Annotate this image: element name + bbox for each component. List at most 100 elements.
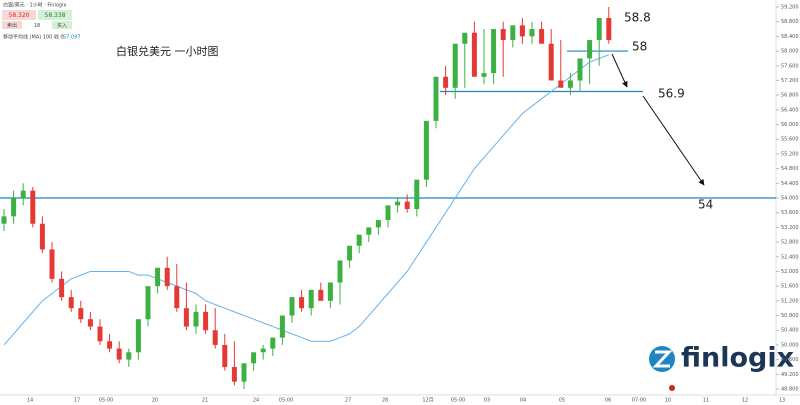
candle-body [356, 234, 362, 246]
candle-body [471, 32, 477, 77]
x-tick-label: 14 [27, 398, 33, 404]
candle-body [299, 297, 305, 309]
buy-button[interactable] [52, 21, 72, 29]
candle-body [491, 29, 497, 74]
candle-body [59, 278, 65, 298]
candle-body [107, 341, 113, 349]
candle-body [87, 319, 93, 327]
x-tick-label: 21 [202, 398, 208, 404]
x-tick-label: 05 [559, 398, 565, 404]
candle-body [519, 25, 525, 37]
candle-body [231, 366, 237, 382]
candle-body [587, 40, 593, 59]
y-tick-label: 54.800 [781, 166, 799, 172]
buy-label: 买入 [57, 22, 67, 29]
x-tick-label: 10 [665, 398, 671, 404]
sell-label: 卖出 [7, 22, 17, 29]
candle-body [327, 282, 333, 301]
x-tick-label: 24 [253, 398, 259, 404]
sell-button[interactable] [2, 21, 22, 29]
x-tick-label: 05:00 [279, 398, 293, 404]
candle-body [529, 29, 535, 37]
candle-body [318, 289, 324, 301]
candle-body [481, 73, 487, 77]
x-tick-label: 06 [605, 398, 611, 404]
candle-body [49, 249, 55, 279]
candle-body [270, 337, 276, 349]
candle-body [183, 308, 189, 327]
y-tick-label: 58.000 [781, 49, 799, 55]
candle-body [135, 319, 141, 353]
logo: finlogix [649, 343, 794, 391]
y-tick-label: 54.400 [781, 181, 799, 187]
y-tick-label: 56.000 [781, 122, 799, 128]
spread: 18 [34, 23, 40, 29]
y-tick-label: 51.600 [781, 284, 799, 290]
candle-body [510, 25, 516, 41]
candle-body [452, 43, 458, 88]
y-tick-label: 56.400 [781, 107, 799, 113]
candle-body [30, 190, 36, 224]
candle-body [395, 201, 401, 206]
candle-body [462, 32, 468, 44]
y-tick-label: 50.800 [781, 313, 799, 319]
candle-body [260, 348, 266, 353]
candle-body [68, 297, 74, 309]
x-tick-label: 05:00 [451, 398, 465, 404]
ma-line [3, 54, 609, 346]
y-tick-label: 48.800 [781, 387, 799, 393]
candle-body [308, 289, 314, 309]
candle-body [347, 245, 353, 261]
x-tick-label: 13 [779, 398, 785, 404]
candle-body [433, 76, 439, 121]
candle-body [279, 315, 285, 338]
y-tick-label: 55.200 [781, 151, 799, 157]
candle-body [366, 227, 372, 235]
plot [0, 7, 776, 389]
y-tick-label: 58.800 [781, 19, 799, 25]
candle-body [289, 297, 295, 316]
arrow [642, 95, 705, 186]
y-tick-label: 57.200 [781, 78, 799, 84]
flag [669, 385, 675, 391]
candle-body [606, 18, 612, 41]
candle-body [212, 330, 218, 345]
y-tick-label: 59.200 [781, 5, 799, 11]
y-tick-label: 50.400 [781, 328, 799, 334]
candle-body [39, 223, 45, 250]
candle-body [404, 201, 410, 210]
candle-body [193, 311, 199, 327]
y-tick-label: 52.000 [781, 269, 799, 275]
x-tick-label: 05:00 [99, 398, 113, 404]
level-label: 54 [698, 198, 713, 212]
candle-body [500, 29, 506, 41]
y-tick-label: 49.200 [781, 372, 799, 378]
y-tick-label: 50.000 [781, 342, 799, 348]
candle-body [443, 76, 449, 88]
x-tick-label: 11 [703, 398, 709, 404]
header: 白银/美元 · 1小时 · Finlogix 58.320 58.338 卖出 … [2, 2, 81, 41]
candle-body [164, 267, 170, 287]
sell-price: 58.320 [9, 12, 30, 19]
x-tick-label: 04 [520, 398, 526, 404]
y-tick-label: 57.600 [781, 63, 799, 69]
y-tick-label: 53.600 [781, 210, 799, 216]
y-tick-label: 52.400 [781, 254, 799, 260]
y-tick-label: 51.200 [781, 298, 799, 304]
candle-body [97, 326, 103, 342]
symbol: 白银/美元 · 1小时 · Finlogix [3, 2, 66, 9]
buy-box [38, 10, 72, 20]
logo-text: finlogix [681, 343, 794, 374]
candle-body [116, 348, 122, 360]
candle-body [423, 120, 429, 180]
candle-body [567, 80, 573, 88]
y-tick-label: 55.600 [781, 137, 799, 143]
level-label: 58 [632, 40, 647, 54]
x-tick-label: 03 [484, 398, 490, 404]
x-tick-label: 07:00 [632, 398, 646, 404]
candle-body [174, 286, 180, 309]
candle-body [126, 352, 132, 360]
y-tick-label: 52.800 [781, 240, 799, 246]
logo-mark [652, 350, 673, 368]
